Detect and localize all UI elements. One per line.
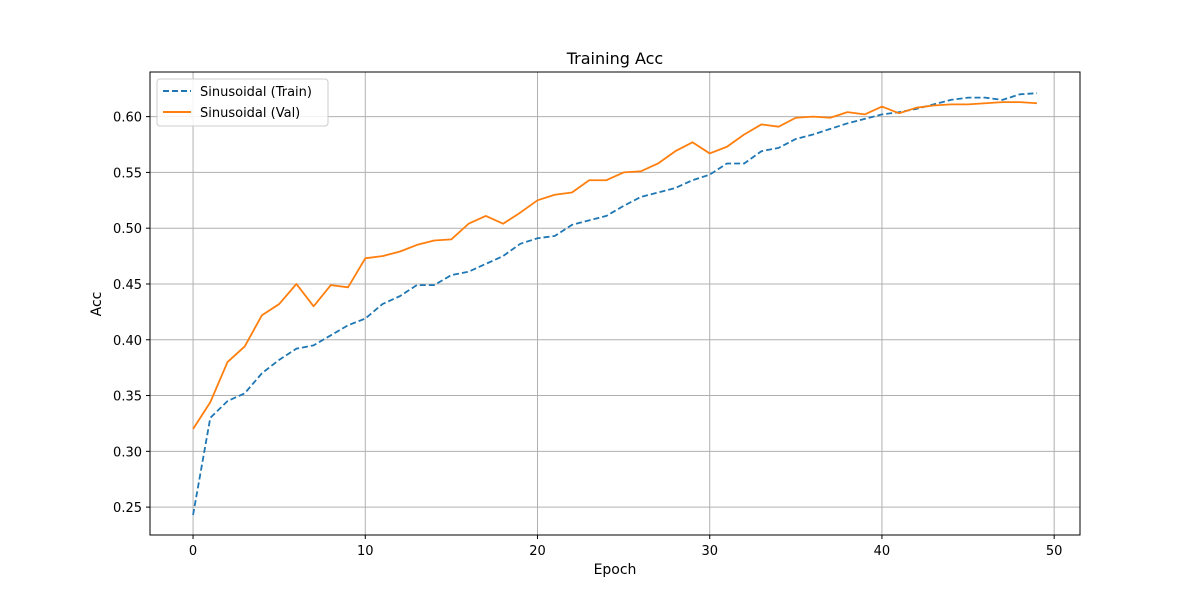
y-tick-label: 0.30 — [113, 445, 142, 460]
y-tick-label: 0.45 — [113, 278, 142, 293]
y-tick-label: 0.35 — [113, 390, 142, 405]
plot-frame — [149, 71, 1081, 536]
y-axis: 0.25 0.30 0.35 0.40 0.45 0.50 0.55 0.60 — [113, 111, 150, 516]
y-tick-label: 0.25 — [113, 501, 142, 516]
grid — [150, 72, 1080, 535]
x-tick-label: 0 — [189, 544, 197, 559]
legend-label-train: Sinusoidal (Train) — [200, 85, 312, 100]
series-line-val — [192, 101, 1037, 430]
x-tick-label: 50 — [1046, 544, 1063, 559]
y-tick-label: 0.40 — [113, 334, 142, 349]
y-tick-label: 0.55 — [113, 166, 142, 181]
y-tick-label: 0.50 — [113, 222, 142, 237]
x-axis-label: Epoch — [594, 562, 637, 578]
legend: Sinusoidal (Train) Sinusoidal (Val) — [156, 78, 329, 127]
x-tick-label: 10 — [357, 544, 374, 559]
y-axis-label: Acc — [89, 292, 105, 317]
series-layer — [192, 92, 1037, 516]
chart-title: Training Acc — [566, 49, 663, 68]
legend-box — [156, 78, 329, 127]
y-tick-label: 0.60 — [113, 111, 142, 126]
legend-label-val: Sinusoidal (Val) — [200, 106, 300, 121]
x-tick-label: 40 — [874, 544, 891, 559]
x-tick-label: 30 — [701, 544, 718, 559]
x-tick-label: 20 — [529, 544, 546, 559]
x-axis: 0 10 20 30 40 50 — [189, 535, 1063, 559]
